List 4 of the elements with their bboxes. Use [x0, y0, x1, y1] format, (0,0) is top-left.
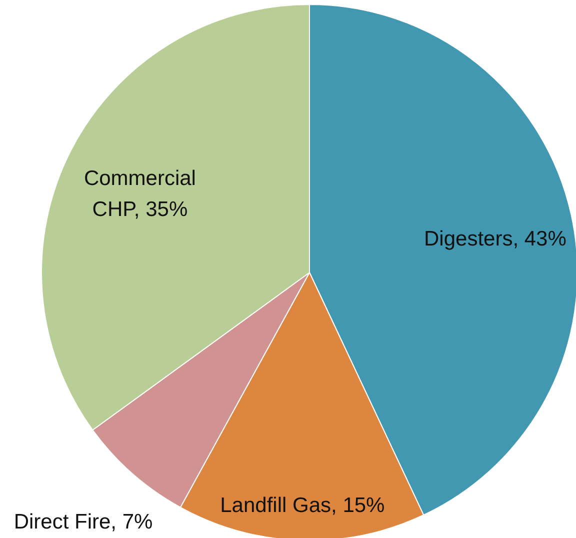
slice-label: Direct Fire, 7%: [14, 510, 153, 534]
slice-label: Digesters, 43%: [424, 227, 566, 250]
slice-label: Landfill Gas, 15%: [220, 494, 385, 518]
slice-label: Commercial CHP, 35%: [84, 167, 196, 222]
